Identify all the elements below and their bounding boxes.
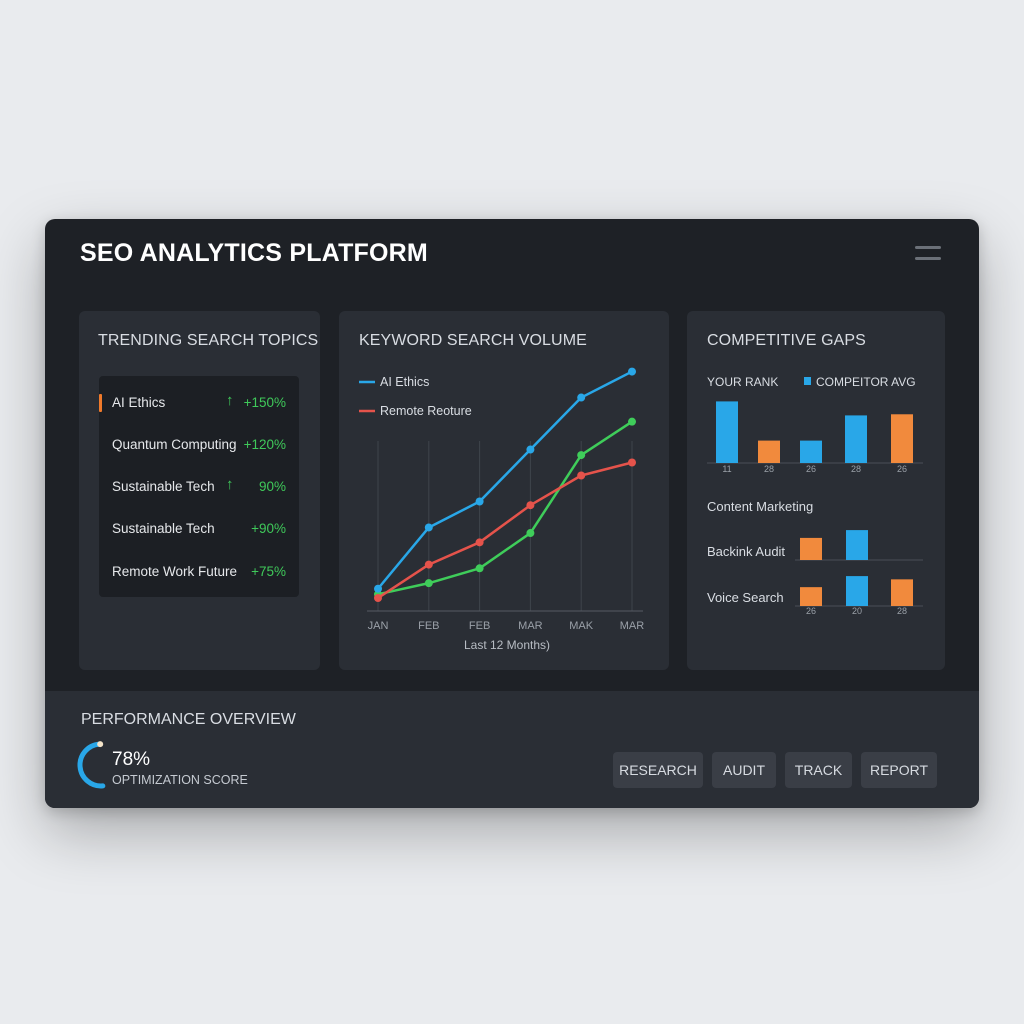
track-button[interactable]: TRACK [785, 752, 852, 788]
topic-change: +150% [243, 395, 286, 410]
topic-row[interactable]: Sustainable Tech +90% [99, 518, 299, 540]
keyword-volume-title: KEYWORD SEARCH VOLUME [359, 332, 587, 349]
bar [846, 576, 868, 606]
topic-row[interactable]: AI Ethics ↑ +150% [99, 392, 299, 414]
series-line [377, 370, 633, 590]
topic-label: Quantum Computing [112, 437, 237, 452]
data-point [577, 393, 586, 402]
data-point [475, 497, 484, 506]
bar [846, 530, 868, 560]
menu-icon[interactable] [915, 246, 941, 262]
x-tick-label: FEB [469, 620, 490, 632]
topic-change: +90% [251, 521, 286, 536]
data-point [424, 579, 433, 588]
keyword-volume-card: KEYWORD SEARCH VOLUME JAN FEB FEB MAR MAK MAR… [339, 311, 669, 670]
competitive-title: COMPETITIVE GAPS [707, 332, 866, 349]
x-axis-label: Last 12 Months) [464, 638, 550, 652]
x-tick-label: MAR [620, 620, 645, 632]
series-line [377, 420, 633, 596]
trending-card: TRENDING SEARCH TOPICS AI Ethics ↑ +150%… [79, 311, 320, 670]
competitive-gaps-card: COMPETITIVE GAPS YOUR RANK COMPEITOR AVG 1… [687, 311, 945, 670]
bar-label: 26 [897, 464, 907, 474]
optimization-score-label: OPTIMIZATION SCORE [112, 773, 248, 787]
x-tick-label: MAR [518, 620, 543, 632]
category-label: Content Marketing [707, 499, 813, 514]
trending-title: TRENDING SEARCH TOPICS [98, 332, 319, 349]
data-point [526, 445, 535, 454]
bar [800, 537, 822, 560]
bar [800, 440, 822, 463]
topic-label: Remote Work Future [112, 564, 238, 579]
research-button[interactable]: RESEARCH [613, 752, 703, 788]
audit-button[interactable]: AUDIT [712, 752, 776, 788]
bar [891, 579, 913, 606]
bar [845, 415, 867, 463]
gauge-arc [77, 741, 106, 789]
bar-label: 11 [722, 464, 731, 474]
legend-swatch-competitor [804, 377, 811, 385]
category-label: Backink Audit [707, 544, 785, 559]
legend-label: Remote Reoture [380, 404, 472, 418]
data-point [628, 367, 636, 376]
legend-label: AI Ethics [380, 375, 429, 389]
report-button[interactable]: REPORT [861, 752, 937, 788]
trending-list: AI Ethics ↑ +150% Quantum Computing +120… [99, 376, 299, 597]
data-point [577, 451, 586, 460]
data-point [374, 584, 382, 593]
optimization-score-value: 78% [112, 749, 151, 770]
bar [716, 401, 738, 463]
keyword-line-chart: JAN FEB FEB MAR MAK MAR Last 12 Months) AI Ethi… [359, 367, 645, 652]
bar [758, 440, 780, 463]
topic-label: Sustainable Tech [112, 479, 215, 494]
up-arrow-icon: ↑ [226, 476, 234, 493]
gauge-marker [97, 741, 104, 748]
bar-label: 20 [852, 606, 862, 616]
topic-change: +75% [251, 564, 286, 579]
category-label: Voice Search [707, 590, 784, 605]
optimization-gauge [77, 741, 106, 789]
topic-row[interactable]: Quantum Computing +120% [99, 434, 299, 456]
data-point [526, 529, 535, 538]
topic-row[interactable]: Remote Work Future +75% [99, 561, 299, 583]
legend-your-rank: YOUR RANK [707, 375, 778, 389]
topic-label: Sustainable Tech [112, 521, 215, 536]
legend-competitor: COMPEITOR AVG [816, 375, 916, 389]
topic-change: 90% [258, 479, 286, 494]
competitive-bar-chart: YOUR RANK COMPEITOR AVG 11 28 26 28 26 Content … [707, 375, 923, 616]
topic-change: +120% [243, 437, 286, 452]
performance-overview-bar: PERFORMANCE OVERVIEW 78% OPTIMIZATION SC… [45, 691, 979, 808]
bar-label: 28 [897, 606, 907, 616]
data-point [577, 471, 586, 480]
data-point [475, 538, 484, 547]
data-point [526, 501, 535, 510]
topic-row[interactable]: Sustainable Tech ↑ 90% [99, 476, 299, 498]
x-tick-label: JAN [368, 620, 389, 632]
data-point [424, 560, 433, 569]
x-tick-label: FEB [418, 620, 439, 632]
bar [800, 587, 822, 606]
data-point [628, 417, 636, 426]
active-accent-bar [99, 394, 102, 412]
bar-label: 26 [806, 464, 816, 474]
app-title: SEO ANALYTICS PLATFORM [80, 239, 428, 267]
data-point [374, 594, 382, 602]
performance-title: PERFORMANCE OVERVIEW [81, 711, 296, 728]
up-arrow-icon: ↑ [226, 392, 234, 409]
bar-label: 26 [806, 606, 816, 616]
x-tick-label: MAK [569, 620, 594, 632]
topic-label: AI Ethics [112, 395, 166, 410]
app-window: SEO ANALYTICS PLATFORM TRENDING SEARCH T… [45, 219, 979, 808]
data-point [424, 523, 433, 532]
bar-label: 28 [851, 464, 861, 474]
data-point [628, 458, 636, 467]
bar-label: 28 [764, 464, 774, 474]
data-point [475, 564, 484, 573]
bar [891, 414, 913, 463]
series-line [377, 461, 633, 600]
